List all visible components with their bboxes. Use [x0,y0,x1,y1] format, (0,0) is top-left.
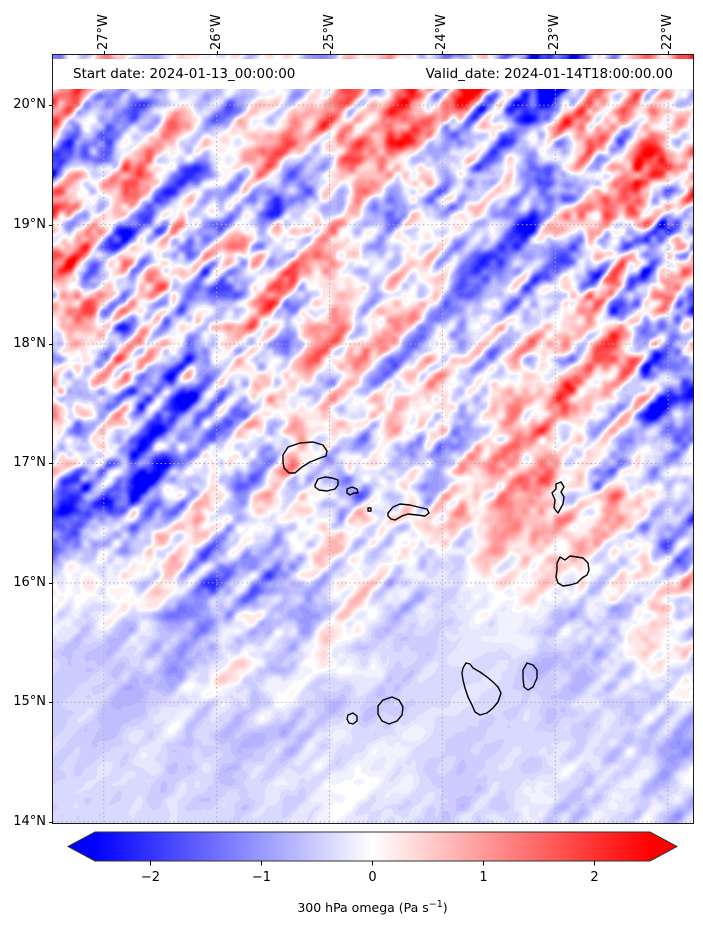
y-tick-label: 15°N [13,694,46,710]
colorbar-tick-label: −1 [252,870,271,885]
y-tick-label: 17°N [13,455,46,471]
x-tick-label: 27°W [95,14,111,50]
colorbar-bar [66,831,679,862]
colorbar: −2 −1 0 1 2 300 hPa omega (Pa s−1) [0,826,703,936]
coastline-boa-vista [555,555,590,587]
y-tick-label: 20°N [13,97,46,113]
valid-date-label: Valid_date: 2024-01-14T18:00:00.00 [425,66,673,82]
coastline-santo-antao [282,441,328,474]
colorbar-label: 300 hPa omega (Pa s−1) [297,899,447,915]
map-axes: Start date: 2024-01-13_00:00:00 Valid_da… [52,54,694,824]
y-tick-label: 18°N [13,336,46,352]
colorbar-label-superscript: −1 [429,899,443,910]
x-tick-mark [555,51,557,55]
coastline-fogo [377,696,404,725]
map-overlay-svg [53,55,693,823]
omega-field-canvas [53,55,693,823]
y-tick-mark [49,224,53,226]
y-tick-mark [49,344,53,346]
colorbar-tick-label: 1 [479,870,487,885]
y-tick-label: 14°N [13,813,46,829]
x-tick-label: 24°W [434,14,450,50]
coastline-sao-nicolau [387,503,430,521]
coastline-santiago [461,662,502,716]
x-tick-label: 22°W [660,14,676,50]
x-tick-mark [668,51,670,55]
x-tick-label: 23°W [547,14,563,50]
coastline-sal [551,481,565,514]
y-tick-mark [49,702,53,704]
colorbar-tick-label: −2 [141,870,160,885]
x-tick-mark [442,51,444,55]
y-tick-label: 16°N [13,574,46,590]
coastline-sao-vicente [314,476,339,492]
title-band: Start date: 2024-01-13_00:00:00 Valid_da… [53,59,693,89]
coastline-brava [346,712,358,725]
colorbar-svg: −2 −1 0 1 2 300 hPa omega (Pa s−1) [66,831,679,915]
x-tick-mark [103,51,105,55]
x-tick-label: 26°W [208,14,224,50]
y-tick-mark [49,463,53,465]
y-tick-label: 19°N [13,216,46,232]
y-tick-mark [49,582,53,584]
colorbar-tick-label: 0 [368,870,376,885]
coastline-santa-luzia [346,486,359,496]
x-tick-label: 25°W [321,14,337,50]
y-tick-mark [49,821,53,823]
coastline-maio [522,662,538,691]
start-date-label: Start date: 2024-01-13_00:00:00 [73,66,296,82]
x-tick-mark [216,51,218,55]
y-tick-mark [49,105,53,107]
coastline-raso-islet [367,507,372,512]
colorbar-tick-label: 2 [590,870,598,885]
x-tick-mark [329,51,331,55]
